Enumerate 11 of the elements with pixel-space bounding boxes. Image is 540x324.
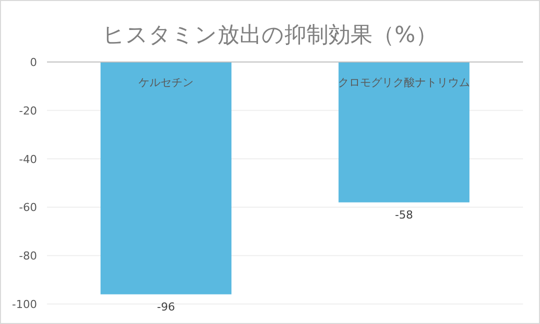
y-tick-label: -60 <box>19 201 37 214</box>
x-tick-label: クロモグリク酸ナトリウム <box>338 76 470 89</box>
title: ヒスタミン放出の抑制効果（%） <box>102 23 438 48</box>
data-label: -96 <box>157 300 175 314</box>
y-tick-label: -40 <box>19 152 37 166</box>
y-tick-label: -80 <box>19 250 37 263</box>
y-tick-label: -100 <box>12 298 37 311</box>
x-tick-label: ケルセチン <box>138 76 194 89</box>
y-tick-label: -20 <box>19 104 37 118</box>
data-label: -58 <box>395 208 413 222</box>
y-tick-label: 0 <box>30 56 37 69</box>
